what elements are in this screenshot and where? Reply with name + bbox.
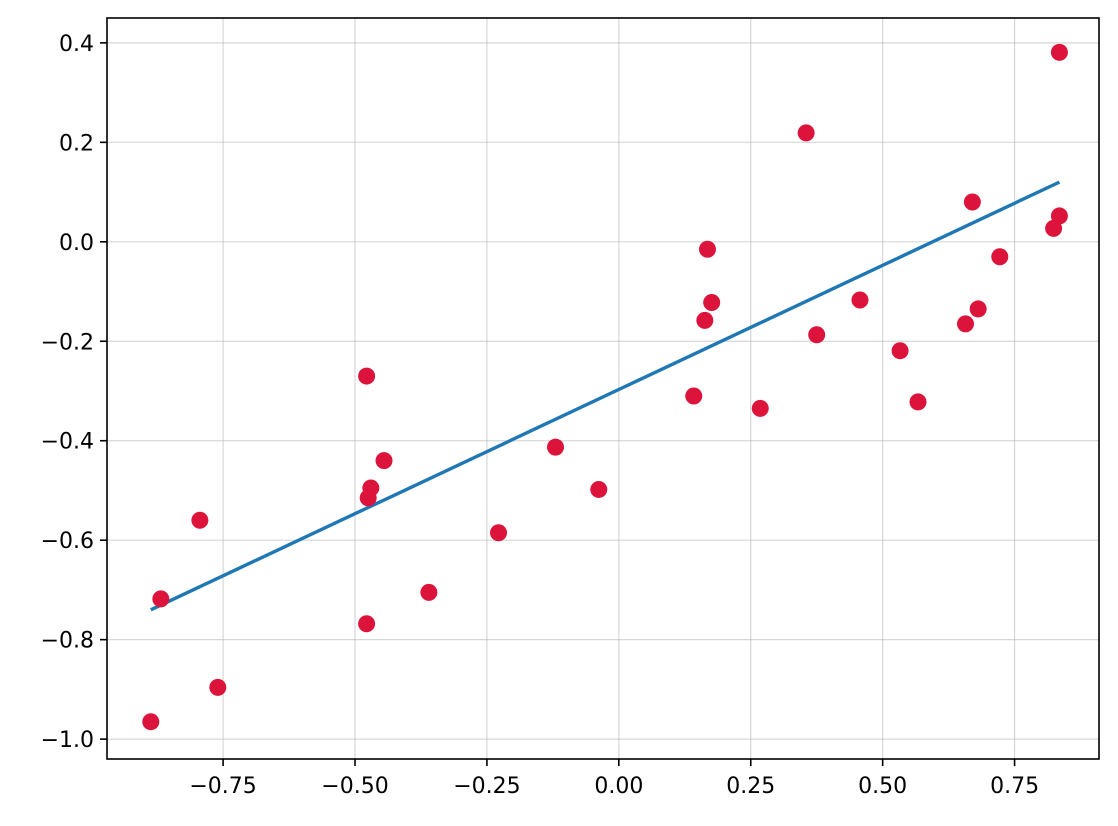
scatter-point bbox=[909, 393, 927, 411]
y-tick-label: −0.2 bbox=[41, 330, 94, 355]
x-axis: −0.75 −0.50 −0.25 0.00 0.25 0.50 0.75 bbox=[189, 759, 1039, 799]
scatter-point bbox=[1050, 207, 1068, 225]
scatter-point bbox=[375, 452, 393, 470]
x-tick-label: 0.00 bbox=[594, 774, 643, 799]
grid bbox=[107, 18, 1099, 759]
scatter-point bbox=[358, 367, 376, 385]
fit-line-layer bbox=[150, 180, 1061, 612]
scatter-point bbox=[969, 300, 987, 318]
scatter-points bbox=[142, 43, 1068, 731]
scatter-point bbox=[685, 387, 703, 405]
scatter-point bbox=[891, 342, 909, 360]
scatter-point bbox=[991, 248, 1009, 266]
scatter-point bbox=[963, 193, 981, 211]
scatter-point bbox=[797, 124, 815, 142]
x-tick-label: 0.75 bbox=[990, 774, 1039, 799]
scatter-point bbox=[751, 399, 769, 417]
scatter-point bbox=[547, 438, 565, 456]
plot-frame bbox=[106, 17, 1100, 760]
fit-line bbox=[150, 180, 1061, 612]
scatter-point bbox=[698, 240, 716, 258]
x-tick-label: −0.50 bbox=[321, 774, 388, 799]
y-tick-label: 0.4 bbox=[59, 32, 94, 57]
x-tick-label: 0.50 bbox=[858, 774, 907, 799]
x-tick-label: −0.25 bbox=[453, 774, 520, 799]
scatter-point bbox=[957, 315, 975, 333]
x-tick-label: 0.25 bbox=[726, 774, 775, 799]
y-tick-label: −0.8 bbox=[41, 629, 94, 654]
scatter-point bbox=[590, 480, 608, 498]
y-tick-label: −0.6 bbox=[41, 529, 94, 554]
scatter-point bbox=[362, 479, 380, 497]
scatter-point bbox=[358, 615, 376, 633]
y-tick-label: −0.4 bbox=[41, 430, 94, 455]
y-tick-label: 0.0 bbox=[59, 231, 94, 256]
scatter-point bbox=[142, 713, 160, 731]
scatter-point bbox=[1050, 43, 1068, 61]
scatter-point bbox=[808, 326, 826, 344]
y-tick-label: −1.0 bbox=[41, 728, 94, 753]
scatter-point bbox=[490, 524, 508, 542]
scatter-point bbox=[703, 293, 721, 311]
scatter-point bbox=[696, 311, 714, 329]
y-tick-label: 0.2 bbox=[59, 131, 94, 156]
scatter-point bbox=[191, 511, 209, 529]
scatter-point bbox=[152, 590, 170, 608]
scatter-point bbox=[851, 291, 869, 309]
scatter-point bbox=[420, 583, 438, 601]
y-axis: 0.4 0.2 0.0 −0.2 −0.4 −0.6 −0.8 −1.0 bbox=[41, 32, 107, 753]
scatter-point bbox=[209, 678, 227, 696]
x-tick-label: −0.75 bbox=[189, 774, 256, 799]
